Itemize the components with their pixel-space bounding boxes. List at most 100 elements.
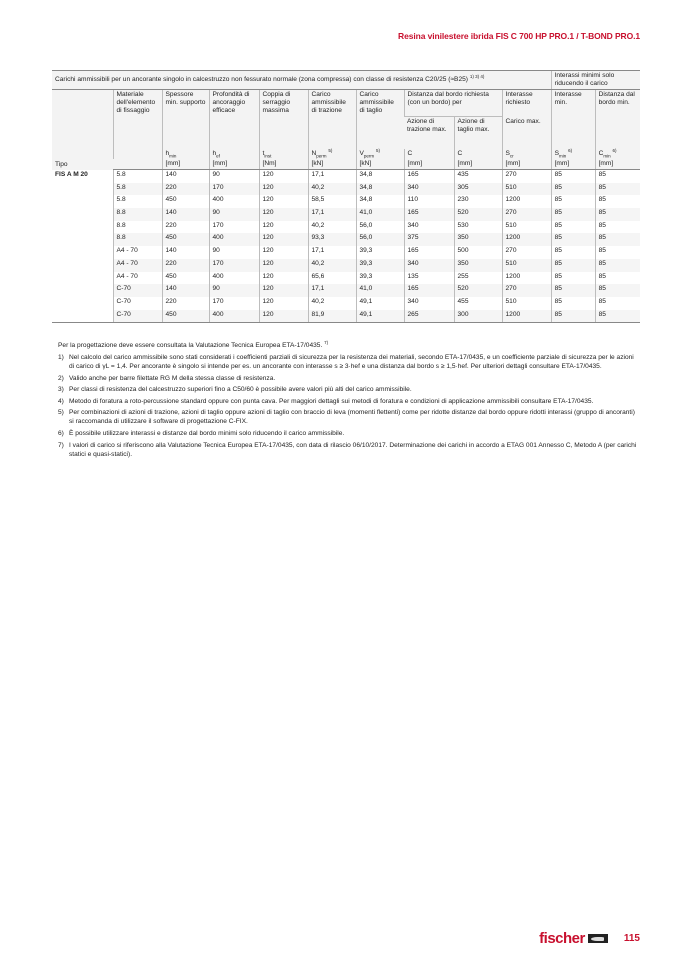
footnote: 1) Nel calcolo del carico ammissibile son…: [58, 353, 638, 371]
table-cell: 120: [258, 169, 308, 183]
sym-base: V: [359, 150, 364, 157]
header-materiale: Materiale dell'elemento di fissaggio: [112, 89, 162, 149]
page-number: 115: [623, 933, 640, 944]
header-profondita: Profondità di ancoraggio efficace: [208, 89, 259, 149]
footnote: 7) I valori di carico si riferiscono alla…: [58, 441, 638, 459]
table-cell: C-70: [112, 296, 162, 310]
footnote-number: 7): [58, 441, 64, 449]
table-cell: 400: [208, 309, 259, 324]
table-cell: 510: [501, 258, 552, 272]
table-cell: 85: [594, 296, 641, 310]
table-cell: 5.8: [112, 169, 162, 183]
sym-sub: min: [603, 153, 611, 159]
notes-intro-text: Per la progettazione deve essere consult…: [58, 342, 323, 349]
cell-tipo: [52, 271, 113, 285]
table-cell: 170: [208, 296, 259, 310]
table-row: A4 - 70 140 90 120 17,1 39,3 165 500 270 85 85: [52, 246, 641, 259]
table-cell: C-70: [112, 284, 162, 297]
table-cell: 49,1: [355, 309, 404, 324]
header-spessore: Spessore min. supporto: [161, 89, 209, 149]
table-title: Carichi ammissibili per un ancorante sin…: [52, 70, 552, 90]
table-cell: 85: [594, 309, 641, 324]
table-cell: 17,1: [307, 169, 356, 183]
table-cell: 120: [258, 220, 308, 234]
header-carico-taglio: Carico ammissibile di taglio: [355, 89, 404, 149]
table-cell: 120: [258, 271, 308, 285]
table-cell: 85: [550, 169, 596, 183]
running-head: Resina vinilestere ibrida FIS C 700 HP P…: [398, 31, 640, 41]
unit-cell: [kN]: [355, 159, 404, 170]
table-cell: 85: [594, 195, 641, 209]
table-row: 5.8 220 170 120 40,2 34,8 340 305 510 85 85: [52, 182, 641, 196]
table-cell: 120: [258, 208, 308, 221]
table-cell: 140: [161, 284, 209, 297]
sym-n-perm: Nperm 5): [307, 147, 356, 159]
sym-sup: 5): [328, 147, 333, 153]
table-cell: 58,5: [307, 195, 356, 209]
table-cell: 165: [403, 284, 454, 297]
table-cell: 85: [550, 195, 596, 209]
header-carico-max: Carico max.: [501, 116, 552, 149]
table-cell: 110: [403, 195, 454, 209]
table-cell: 435: [453, 169, 502, 183]
footnotes: Per la progettazione deve essere consult…: [58, 340, 638, 461]
cell-tipo: [52, 208, 113, 221]
table-cell: 400: [208, 233, 259, 247]
table-cell: 340: [403, 182, 454, 196]
footnote-number: 1): [58, 354, 64, 361]
table-cell: 270: [501, 284, 552, 297]
table-cell: 90: [208, 284, 259, 297]
cell-tipo: [52, 195, 113, 209]
footnote-text: È possibile utilizzare interassi e dista…: [69, 429, 345, 437]
unit-cell: [mm]: [550, 159, 596, 170]
cell-tipo: [52, 220, 113, 234]
sym-c2: C: [453, 149, 502, 159]
footnote-text: Valido anche per barre filettate RG M de…: [69, 374, 276, 382]
table-cell: 8.8: [112, 208, 162, 221]
footnote-text: Per classi di resistenza del calcestruzz…: [69, 386, 412, 394]
footnote-number: 3): [58, 386, 64, 394]
table-cell: 85: [594, 284, 641, 297]
sym-sub: cr: [509, 153, 514, 159]
table-cell: 8.8: [112, 220, 162, 234]
table-cell: 510: [501, 296, 552, 310]
table-cell: 340: [403, 258, 454, 272]
table-cell: 85: [594, 271, 641, 285]
table-row: A4 - 70 220 170 120 40,2 39,3 340 350 510 85 85: [52, 258, 641, 272]
table-cell: 165: [403, 169, 454, 183]
table-cell: 1200: [501, 309, 552, 324]
unit-cell: [mm]: [403, 159, 454, 170]
sym-sup: 6): [612, 147, 617, 153]
cell-tipo: [52, 182, 113, 196]
table-cell: 5.8: [112, 195, 162, 209]
table-cell: 56,0: [355, 233, 404, 247]
table-cell: 230: [453, 195, 502, 209]
cell-tipo: [52, 258, 113, 272]
table-cell: 1200: [501, 271, 552, 285]
fish-icon: [587, 934, 608, 943]
sym-base: S: [554, 150, 559, 157]
unit-empty: [113, 159, 162, 170]
header-azione-trazione: Azione di trazione max.: [404, 116, 454, 149]
table-cell: 40,2: [307, 182, 356, 196]
table-cell: 220: [161, 258, 209, 272]
sym-c-min: Cmin 6): [594, 147, 641, 159]
table-cell: 90: [208, 169, 259, 183]
table-cell: 8.8: [112, 233, 162, 247]
table-cell: 17,1: [307, 284, 356, 297]
table-cell: 85: [550, 309, 596, 324]
sym-sub: perm: [363, 153, 375, 159]
header-azione-taglio: Azione di taglio max.: [453, 116, 502, 149]
table-cell: 520: [453, 208, 502, 221]
table-cell: 350: [453, 258, 502, 272]
table-cell: 350: [453, 233, 502, 247]
sym-t-inst: tinst: [258, 149, 308, 159]
table-cell: A4 - 70: [112, 246, 162, 259]
table-cell: 450: [161, 233, 209, 247]
table-cell: 455: [453, 296, 502, 310]
fischer-logo: fischer: [539, 930, 608, 947]
table-cell: 85: [594, 169, 641, 183]
group-min-spacing: Interassi minimi solo riducendo il caric…: [550, 70, 641, 90]
table-cell: 85: [594, 246, 641, 259]
table-cell: 255: [453, 271, 502, 285]
